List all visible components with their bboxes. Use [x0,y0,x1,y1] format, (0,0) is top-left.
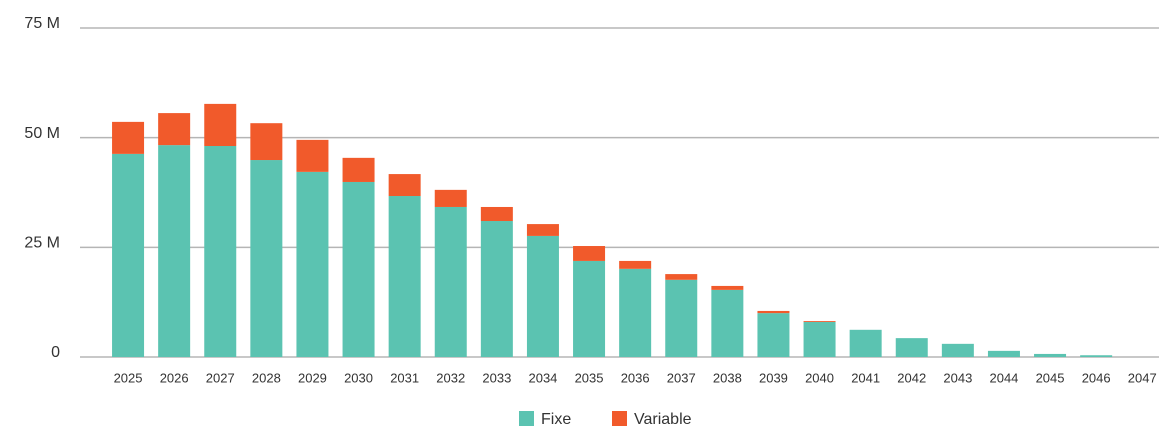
bar-segment [342,157,375,182]
x-tick-label: 2025 [114,370,143,385]
x-tick-label: 2030 [344,370,373,385]
bar-segment [158,113,191,146]
bar-segment [711,285,744,290]
x-tick-label: 2036 [621,370,650,385]
x-tick-label: 2039 [759,370,788,385]
x-tick-label: 2042 [897,370,926,385]
bar-segment [158,145,191,357]
x-tick-label: 2038 [713,370,742,385]
y-tick-label: 50 M [24,125,60,142]
bar-segment [573,246,606,261]
bar-segment [296,139,329,172]
x-tick-label: 2047 [1128,370,1157,385]
bar-segment [204,146,237,357]
x-tick-label: 2033 [482,370,511,385]
bar-segment [204,103,237,147]
bar-segment [803,321,836,322]
x-tick-label: 2043 [943,370,972,385]
bar-segment [987,350,1020,357]
bar-segment [757,310,790,314]
x-tick-label: 2046 [1082,370,1111,385]
legend-swatch [519,411,534,426]
bar-segment [573,260,606,357]
legend-swatch [612,411,627,426]
bar-segment [250,160,283,357]
bar-segment [1034,353,1067,357]
bar-segment [342,181,375,357]
y-tick-label: 0 [51,344,60,361]
x-tick-label: 2032 [436,370,465,385]
bar-segment [849,329,882,357]
bar-segment [941,343,974,357]
y-tick-label: 25 M [24,235,60,252]
legend-label: Fixe [541,411,571,428]
bar-segment [480,206,513,222]
x-tick-label: 2044 [989,370,1018,385]
bar-segment [619,260,652,269]
x-tick-label: 2035 [575,370,604,385]
x-tick-label: 2034 [528,370,557,385]
bar-segment [803,321,836,357]
x-tick-label: 2037 [667,370,696,385]
bar-segment [388,196,421,357]
bar-segment [434,206,467,357]
x-tick-label: 2041 [851,370,880,385]
x-tick-label: 2027 [206,370,235,385]
bar-segment [480,221,513,357]
bar-segment [296,171,329,357]
bar-segment [711,289,744,357]
bar-segment [250,123,283,161]
bar-segment [665,279,698,357]
bar-segment [1080,355,1113,357]
bar-segment [434,189,467,207]
bar-segment [895,338,928,357]
bar-segment [526,224,559,236]
bar-segment [112,153,145,357]
x-tick-label: 2040 [805,370,834,385]
x-tick-label: 2028 [252,370,281,385]
bar-segment [619,268,652,357]
bar-segment [526,235,559,357]
x-tick-label: 2031 [390,370,419,385]
bar-segment [112,121,145,154]
bar-segment [665,274,698,280]
bar-segment [388,174,421,197]
legend-label: Variable [634,411,692,428]
bar-segment [757,313,790,357]
x-tick-label: 2026 [160,370,189,385]
y-tick-label: 75 M [24,15,60,32]
x-tick-label: 2029 [298,370,327,385]
x-tick-label: 2045 [1036,370,1065,385]
